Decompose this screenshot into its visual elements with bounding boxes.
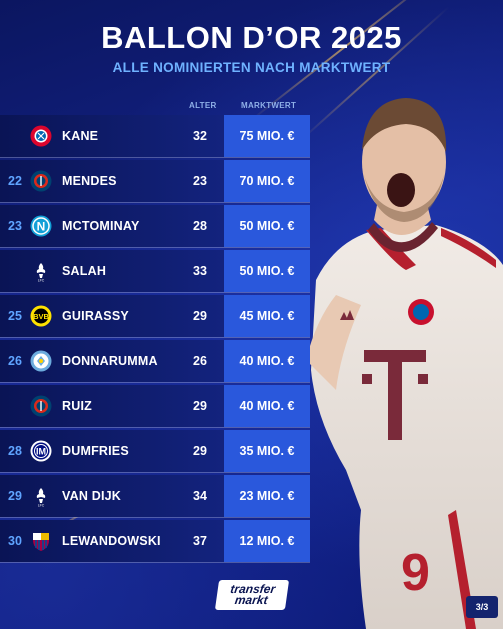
- player-age: 34: [193, 489, 207, 503]
- player-name: DUMFRIES: [62, 444, 129, 458]
- rank: 25: [8, 309, 22, 323]
- table-row: 22 MENDES 23 70 MIO. €: [0, 160, 310, 203]
- liverpool-logo-icon: LFC: [36, 488, 46, 508]
- player-name: RUIZ: [62, 399, 92, 413]
- rank: 26: [8, 354, 22, 368]
- player-age: 29: [193, 399, 207, 413]
- man-city-logo-icon: [30, 350, 52, 372]
- svg-text:LFC: LFC: [38, 504, 45, 508]
- page-indicator: 3/3: [466, 596, 498, 618]
- player-age: 26: [193, 354, 207, 368]
- player-name: VAN DIJK: [62, 489, 122, 503]
- dortmund-logo-icon: BVB: [30, 305, 52, 327]
- market-value: 40 MIO. €: [239, 354, 295, 368]
- rank: 23: [8, 219, 22, 233]
- market-value: 70 MIO. €: [239, 174, 295, 188]
- page-subtitle: ALLE NOMINIERTEN NACH MARKTWERT: [112, 60, 391, 75]
- svg-text:LFC: LFC: [38, 279, 45, 283]
- market-value: 45 MIO. €: [239, 309, 295, 323]
- table-row: 29 LFC VAN DIJK 34 23 MIO. €: [0, 475, 310, 518]
- psg-logo-icon: [30, 395, 52, 417]
- table-row: RUIZ 29 40 MIO. €: [0, 385, 310, 428]
- market-value: 23 MIO. €: [239, 489, 295, 503]
- barcelona-logo-icon: [33, 533, 49, 551]
- player-age: 32: [193, 129, 207, 143]
- market-value: 12 MIO. €: [239, 534, 295, 548]
- player-age: 33: [193, 264, 207, 278]
- liverpool-logo-icon: LFC: [36, 263, 46, 283]
- table-row: 25 BVB GUIRASSY 29 45 MIO. €: [0, 295, 310, 338]
- player-age: 29: [193, 444, 207, 458]
- market-value: 50 MIO. €: [239, 264, 295, 278]
- table-row: 28 IM DUMFRIES 29 35 MIO. €: [0, 430, 310, 473]
- table-row: 23 N MCTOMINAY 28 50 MIO. €: [0, 205, 310, 248]
- player-name: SALAH: [62, 264, 107, 278]
- player-age: 23: [193, 174, 207, 188]
- inter-logo-icon: IM: [30, 440, 52, 462]
- player-name: KANE: [62, 129, 99, 143]
- brand-line-2: markt: [233, 593, 269, 607]
- player-age: 28: [193, 219, 207, 233]
- market-value: 35 MIO. €: [239, 444, 295, 458]
- bayern-logo-icon: [30, 125, 52, 147]
- player-name: DONNARUMMA: [62, 354, 158, 368]
- page-title: BALLON D’OR 2025: [101, 20, 402, 55]
- player-photo: 9: [306, 98, 503, 629]
- market-value: 40 MIO. €: [239, 399, 295, 413]
- svg-text:9: 9: [401, 544, 430, 602]
- rank: 29: [8, 489, 22, 503]
- napoli-logo-icon: N: [30, 215, 52, 237]
- table-row: 30 LEWANDOWSKI 37 12 MIO. €: [0, 520, 310, 563]
- table-row: KANE 32 75 MIO. €: [0, 115, 310, 158]
- player-age: 29: [193, 309, 207, 323]
- rank: 22: [8, 174, 22, 188]
- rank: 28: [8, 444, 22, 458]
- svg-text:IM: IM: [36, 447, 46, 457]
- player-name: GUIRASSY: [62, 309, 129, 323]
- market-value: 75 MIO. €: [239, 129, 295, 143]
- player-name: MENDES: [62, 174, 117, 188]
- transfermarkt-logo: transfer markt: [214, 580, 290, 610]
- column-header-age: ALTER: [189, 101, 217, 110]
- market-value: 50 MIO. €: [239, 219, 295, 233]
- player-name: LEWANDOWSKI: [62, 534, 161, 548]
- svg-text:BVB: BVB: [33, 312, 49, 321]
- player-age: 37: [193, 534, 207, 548]
- column-header-value: MARKTWERT: [241, 101, 297, 110]
- rank: 30: [8, 534, 22, 548]
- table-row: LFC SALAH 33 50 MIO. €: [0, 250, 310, 293]
- player-name: MCTOMINAY: [62, 219, 140, 233]
- psg-logo-icon: [30, 170, 52, 192]
- table-row: 26 DONNARUMMA 26 40 MIO. €: [0, 340, 310, 383]
- svg-text:N: N: [37, 220, 46, 234]
